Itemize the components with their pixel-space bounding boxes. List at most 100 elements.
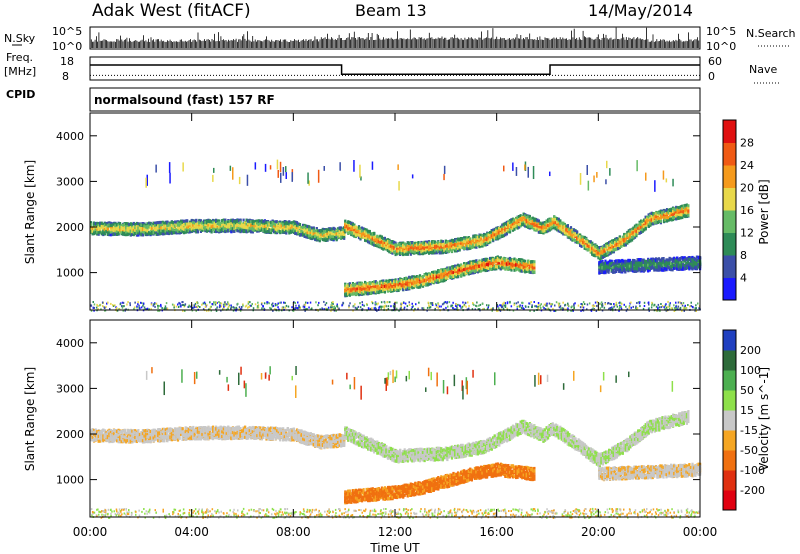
data-cell bbox=[120, 224, 123, 228]
data-cell bbox=[143, 224, 146, 228]
data-cell bbox=[241, 224, 244, 228]
data-cell bbox=[91, 226, 94, 230]
data-cell bbox=[218, 225, 221, 229]
data-cell bbox=[122, 225, 125, 229]
data-cell bbox=[253, 225, 256, 229]
data-cell bbox=[212, 224, 215, 228]
data-cell bbox=[96, 222, 99, 226]
data-cell bbox=[114, 232, 117, 236]
data-cell bbox=[125, 226, 128, 230]
data-cell bbox=[237, 219, 241, 223]
data-cell bbox=[181, 223, 184, 227]
data-cell bbox=[210, 225, 213, 229]
data-cell bbox=[244, 230, 247, 233]
data-cell bbox=[160, 223, 163, 227]
data-cell bbox=[228, 225, 231, 229]
data-cell bbox=[192, 224, 195, 228]
data-cell bbox=[259, 225, 262, 229]
data-cell bbox=[178, 230, 181, 234]
data-cell bbox=[183, 231, 186, 235]
data-cell bbox=[102, 233, 105, 237]
data-cell bbox=[199, 223, 202, 227]
data-cell bbox=[105, 225, 108, 229]
data-cell bbox=[120, 228, 123, 232]
data-cell bbox=[126, 226, 129, 230]
data-cell bbox=[225, 222, 228, 226]
data-cell bbox=[169, 223, 172, 227]
data-cell bbox=[119, 224, 122, 228]
noise-left-tick-bottom: 10^0 bbox=[52, 40, 82, 53]
data-cell bbox=[129, 222, 132, 226]
data-cell bbox=[97, 231, 100, 235]
data-cell bbox=[242, 222, 245, 225]
data-cell bbox=[164, 227, 167, 231]
data-cell bbox=[169, 226, 172, 230]
data-cell bbox=[108, 221, 111, 225]
data-cell bbox=[111, 233, 114, 237]
data-cell bbox=[224, 230, 227, 234]
data-cell bbox=[140, 232, 143, 236]
data-cell bbox=[254, 226, 257, 230]
data-cell bbox=[114, 222, 117, 226]
data-cell bbox=[215, 224, 218, 228]
data-cell bbox=[224, 221, 227, 225]
data-cell bbox=[167, 229, 170, 233]
data-cell bbox=[129, 224, 132, 227]
data-cell bbox=[186, 219, 189, 223]
data-cell bbox=[135, 231, 138, 235]
data-cell bbox=[248, 228, 251, 232]
data-cell bbox=[245, 218, 248, 222]
data-cell bbox=[233, 225, 236, 229]
data-cell bbox=[244, 224, 247, 228]
data-cell bbox=[210, 228, 213, 232]
freq-line bbox=[90, 64, 700, 76]
data-cell bbox=[190, 218, 193, 222]
data-cell bbox=[251, 226, 254, 230]
data-cell bbox=[164, 224, 167, 228]
data-cell bbox=[216, 224, 219, 228]
data-cell bbox=[227, 228, 230, 232]
data-cell bbox=[164, 221, 167, 225]
freq-panel-frame bbox=[89, 56, 701, 81]
data-cell bbox=[149, 226, 152, 230]
data-cell bbox=[242, 227, 245, 231]
data-cell bbox=[131, 230, 134, 234]
data-cell bbox=[90, 221, 93, 225]
data-cell bbox=[93, 228, 96, 232]
data-cell bbox=[131, 227, 134, 231]
data-cell bbox=[175, 220, 178, 224]
data-cell bbox=[154, 231, 157, 235]
data-cell bbox=[189, 222, 192, 226]
data-cell bbox=[97, 222, 100, 225]
data-cell bbox=[192, 226, 195, 230]
data-cell bbox=[131, 233, 134, 236]
data-cell bbox=[241, 229, 244, 233]
data-cell bbox=[102, 223, 105, 226]
data-cell bbox=[146, 229, 149, 233]
data-cell bbox=[205, 228, 209, 232]
freq-label-line2: [MHz] bbox=[4, 65, 36, 78]
data-cell bbox=[148, 224, 151, 228]
data-cell bbox=[239, 226, 242, 230]
data-cell bbox=[368, 229, 371, 233]
data-cell bbox=[250, 220, 253, 224]
data-cell bbox=[208, 225, 212, 229]
data-cell bbox=[576, 230, 579, 234]
data-cell bbox=[251, 230, 254, 234]
data-cell bbox=[167, 231, 170, 235]
data-cell bbox=[184, 230, 187, 234]
data-cell bbox=[160, 220, 163, 224]
data-cell bbox=[213, 228, 216, 231]
data-cell bbox=[175, 223, 178, 227]
data-cell bbox=[256, 223, 259, 227]
data-cell bbox=[138, 222, 141, 226]
data-cell bbox=[157, 226, 160, 230]
data-cell bbox=[96, 224, 99, 228]
data-cell bbox=[180, 228, 183, 232]
data-cell bbox=[219, 223, 222, 227]
data-cell bbox=[109, 233, 112, 237]
data-cell bbox=[250, 224, 253, 228]
data-cell bbox=[245, 222, 248, 226]
data-cell bbox=[125, 230, 128, 234]
noise-left-tick-top: 10^5 bbox=[52, 25, 82, 38]
